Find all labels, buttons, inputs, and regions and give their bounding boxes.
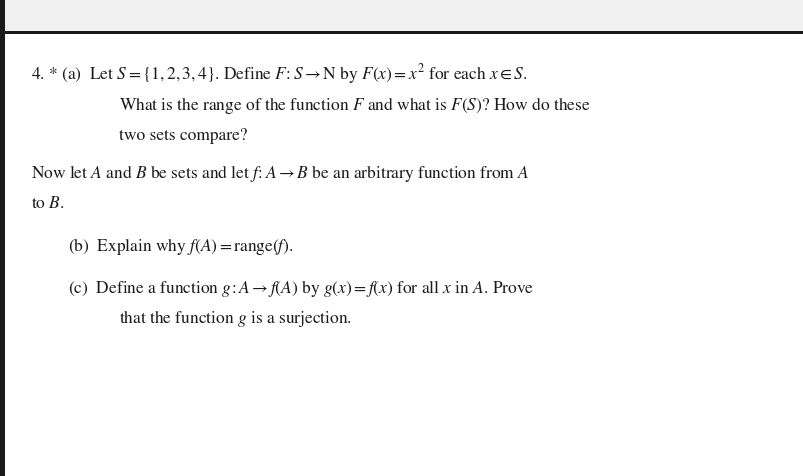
Bar: [0, 31, 803, 34]
Text: two sets compare?: two sets compare?: [119, 128, 247, 144]
Text: (b)  Explain why $f(A) = \mathrm{range}(f)$.: (b) Explain why $f(A) = \mathrm{range}(f…: [68, 236, 294, 257]
Bar: [0, 0, 803, 31]
Text: 4. * (a)  Let $S = \{1, 2, 3, 4\}$. Define $F\!: S \rightarrow \mathrm{N}$ by $F: 4. * (a) Let $S = \{1, 2, 3, 4\}$. Defin…: [31, 62, 527, 86]
Text: What is the range of the function $F$ and what is $F(S)$? How do these: What is the range of the function $F$ an…: [119, 95, 590, 116]
Text: to $B$.: to $B$.: [31, 196, 64, 212]
Text: that the function $g$ is a surjection.: that the function $g$ is a surjection.: [119, 308, 352, 329]
Text: Now let $A$ and $B$ be sets and let $f\!: A \rightarrow B$ be an arbitrary funct: Now let $A$ and $B$ be sets and let $f\!…: [31, 163, 528, 184]
Text: (c)  Define a function $g\!: A \rightarrow f(A)$ by $g(x) = f(x)$ for all $x$ in: (c) Define a function $g\!: A \rightarro…: [68, 278, 534, 299]
Bar: [0, 0, 5, 476]
